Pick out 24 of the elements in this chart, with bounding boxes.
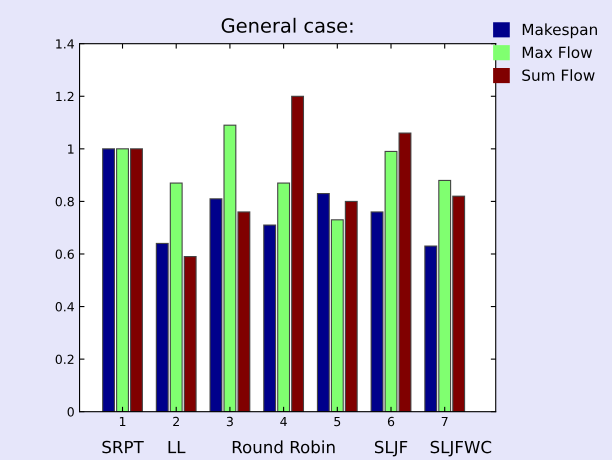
- legend-label: Makespan: [522, 23, 597, 38]
- x-tick-label: 7: [442, 416, 448, 426]
- x-tick-label: 1: [120, 416, 126, 426]
- legend-label: Sum Flow: [522, 69, 595, 82]
- text: SLJFWC: [430, 440, 492, 456]
- y-tick-label: 0: [68, 407, 74, 417]
- x-tick-label: 4: [280, 416, 287, 426]
- text: LL: [168, 440, 186, 454]
- y-tick-label: 0.2: [56, 354, 74, 364]
- x-tick-label: 6: [388, 416, 394, 426]
- y-tick-label: 0.4: [56, 302, 74, 312]
- text: SRPT: [102, 440, 144, 454]
- y-tick-label: 1.4: [56, 39, 74, 48]
- legend-label: Max Flow: [522, 46, 592, 58]
- text: SLJF: [374, 440, 408, 456]
- x-tick-label: 2: [173, 416, 179, 426]
- y-tick-label: 0.8: [56, 196, 74, 206]
- y-tick-label: 1.2: [56, 92, 74, 102]
- y-tick-label: 0.6: [56, 249, 74, 259]
- x-tick-label: 5: [334, 416, 340, 426]
- x-tick-label: 3: [226, 416, 233, 426]
- y-tick-label: 1: [68, 144, 74, 154]
- text: Round Robin: [232, 440, 335, 454]
- chart-title: General case:: [222, 18, 352, 33]
